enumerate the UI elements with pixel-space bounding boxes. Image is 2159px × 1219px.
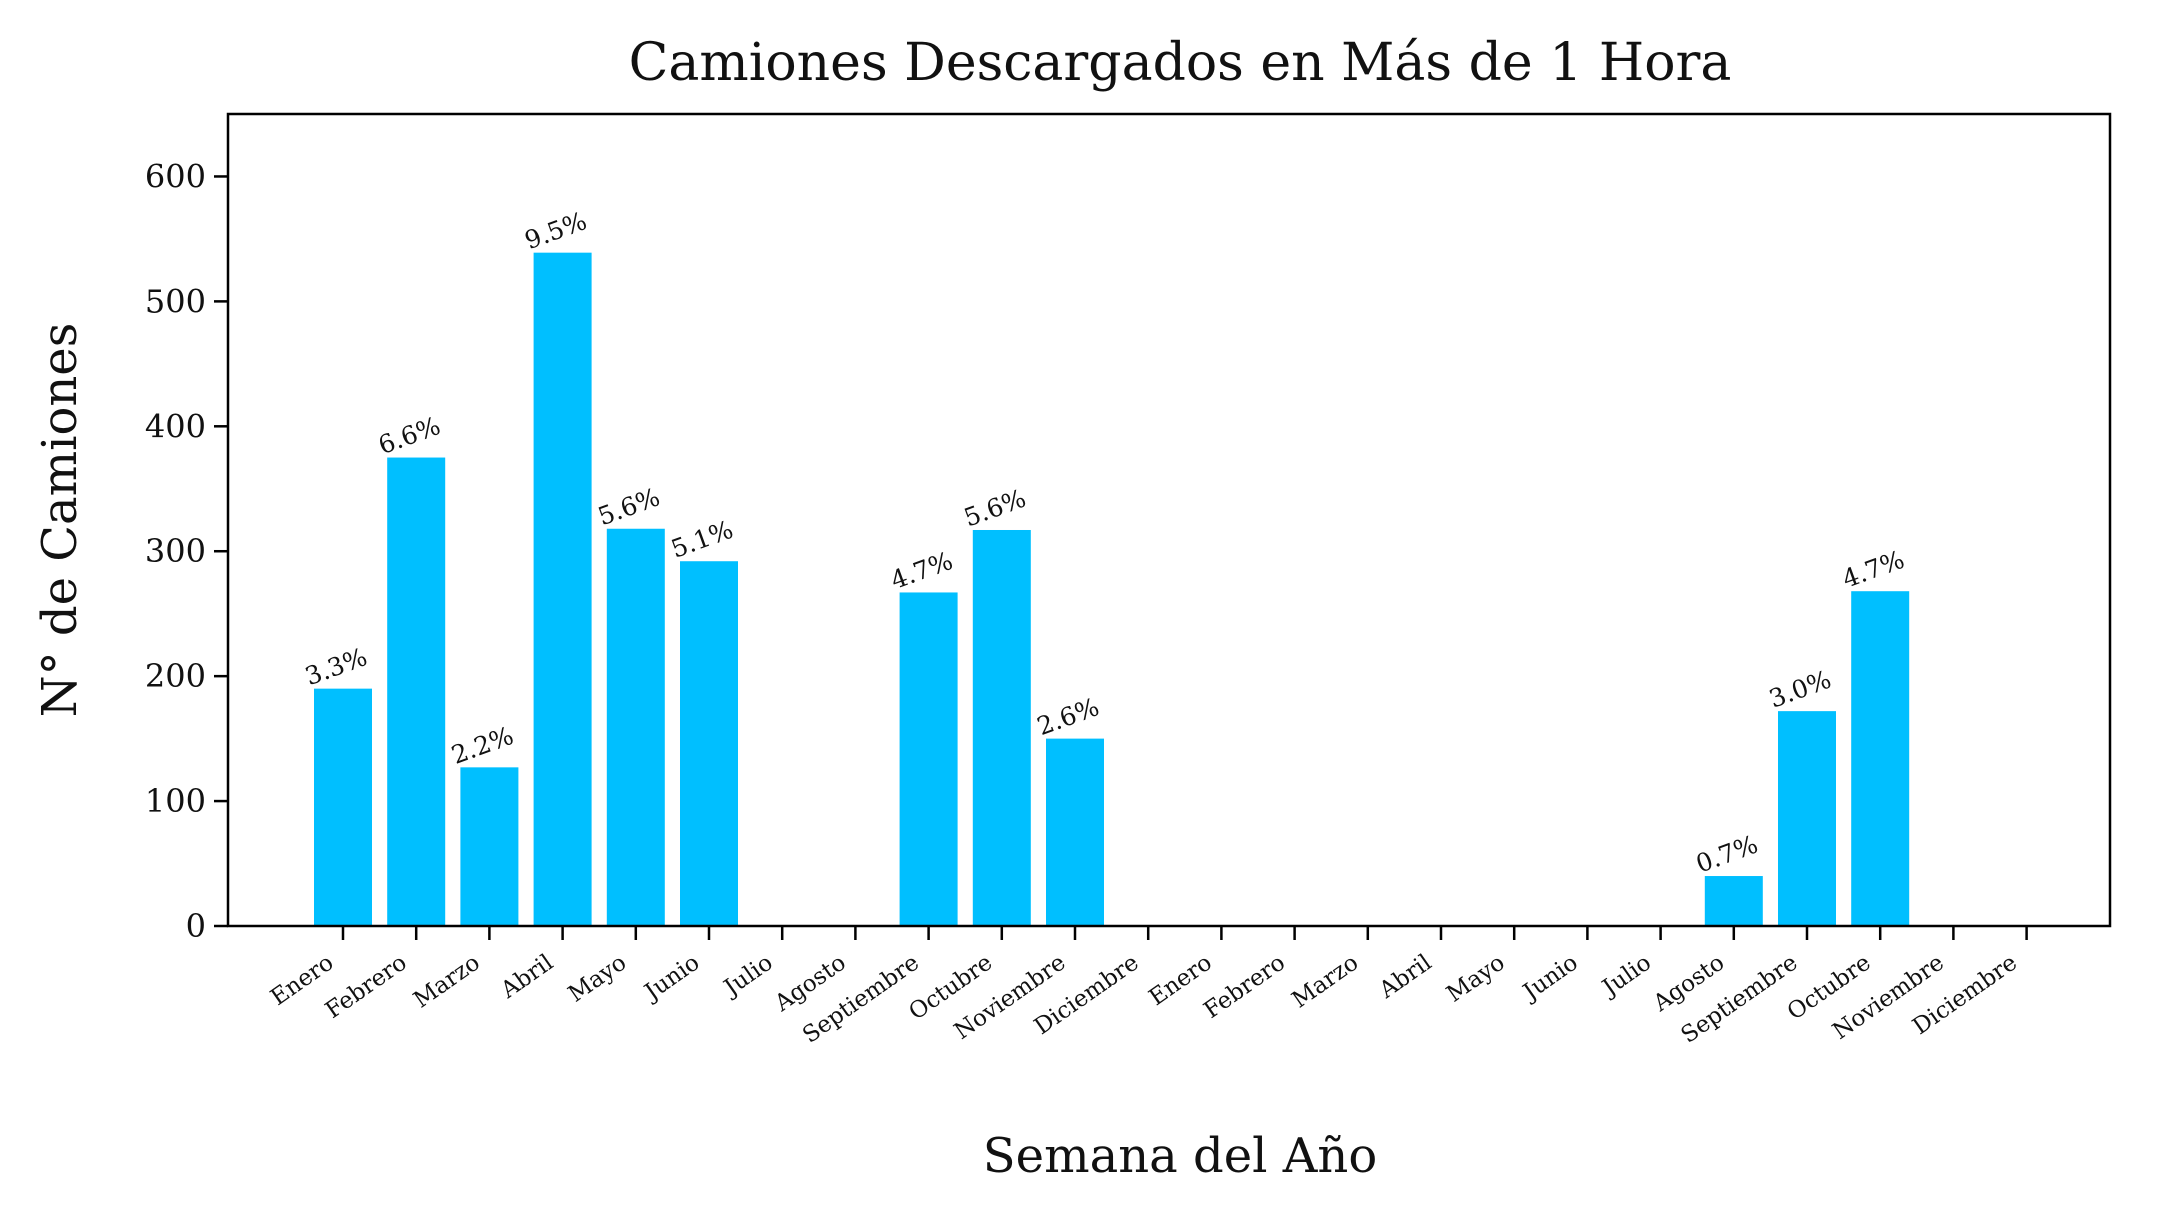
y-tick-label: 0: [186, 907, 206, 945]
data-label: 3.3%: [301, 642, 371, 691]
x-tick-label: Junio: [1517, 950, 1583, 1007]
x-tick-label: Julio: [1596, 950, 1656, 1003]
y-tick-label: 600: [145, 157, 206, 195]
bar: [1704, 876, 1763, 926]
x-tick-label: Febrero: [1199, 950, 1290, 1024]
y-tick-label: 400: [145, 407, 206, 445]
bars-layer: [314, 252, 1910, 926]
bar: [387, 457, 446, 926]
y-axis: 0 100 200 300 400 500 600: [145, 157, 228, 945]
x-tick-label: Febrero: [321, 950, 412, 1024]
bar: [680, 561, 738, 926]
x-tick-label: Abril: [496, 950, 558, 1005]
data-label: 5.1%: [667, 515, 737, 564]
data-label: 4.7%: [887, 546, 957, 595]
bar: [1046, 738, 1104, 926]
bar: [314, 688, 372, 926]
x-tick-label: Junio: [639, 950, 705, 1007]
data-label: 5.6%: [960, 484, 1030, 533]
y-axis-title: N° de Camiones: [32, 323, 88, 718]
y-tick-label: 500: [145, 282, 206, 320]
x-tick-label: Mayo: [1442, 950, 1509, 1008]
chart-title: Camiones Descargados en Más de 1 Hora: [629, 33, 1732, 93]
data-label: 9.5%: [521, 206, 591, 255]
data-label: 5.6%: [594, 482, 664, 531]
y-tick-label: 100: [145, 782, 206, 820]
x-tick-label: Marzo: [409, 950, 485, 1014]
x-tick-label: Marzo: [1288, 950, 1364, 1014]
data-label: 4.7%: [1838, 545, 1908, 594]
bar: [972, 529, 1031, 926]
bar: [606, 528, 665, 926]
data-label: 6.6%: [374, 411, 444, 460]
bar: [1778, 711, 1836, 926]
x-tick-label: Abril: [1374, 950, 1436, 1005]
bar: [460, 767, 519, 926]
data-label: 3.0%: [1765, 665, 1835, 714]
y-tick-label: 300: [145, 532, 206, 570]
x-tick-label: Mayo: [564, 950, 631, 1008]
data-label: 2.6%: [1033, 692, 1103, 741]
bar: [533, 252, 592, 926]
x-tick-label: Julio: [718, 950, 778, 1003]
data-label: 2.2%: [448, 721, 518, 770]
bar: [1851, 591, 1910, 926]
x-axis-title: Semana del Año: [983, 1128, 1377, 1184]
data-label: 0.7%: [1692, 830, 1762, 879]
bar: [899, 592, 958, 926]
y-tick-label: 200: [145, 657, 206, 695]
plot-frame: [226, 112, 2112, 928]
